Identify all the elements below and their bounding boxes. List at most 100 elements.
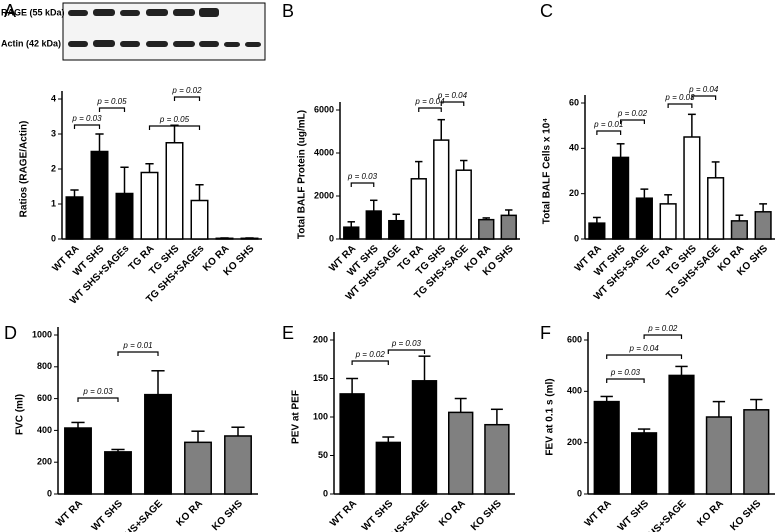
y-tick-label: 800 [37, 361, 52, 371]
significance-bracket [606, 354, 683, 359]
bar [659, 203, 677, 240]
p-value: p = 0.03 [71, 114, 102, 123]
bar [631, 432, 658, 495]
significance-bracket [387, 349, 426, 354]
y-axis-label: PEV at PEF [291, 390, 302, 444]
p-value: p = 0.02 [617, 109, 648, 118]
bar [224, 435, 252, 495]
y-tick-label: 2000 [314, 190, 334, 200]
x-tick-label: KO RA [695, 498, 726, 529]
bar [683, 136, 701, 240]
significance-bracket [73, 124, 101, 129]
x-tick-label: KO RA [437, 498, 468, 529]
y-tick-label: 0 [47, 488, 52, 498]
bar [588, 222, 606, 240]
significance-bracket [596, 130, 622, 135]
significance-bracket [98, 107, 126, 112]
y-tick-label: 600 [37, 393, 52, 403]
significance-bracket [620, 119, 645, 124]
significance-bracket [148, 125, 201, 130]
p-value: p = 0.03 [664, 93, 695, 102]
bar [240, 237, 259, 240]
x-tick-label: KO SHS [728, 498, 763, 532]
y-tick-label: 50 [318, 450, 328, 460]
bar [365, 210, 382, 240]
bar [65, 196, 84, 240]
significance-bracket [350, 182, 375, 187]
bar [343, 226, 360, 240]
p-value: p = 0.03 [610, 368, 641, 377]
bar [433, 139, 450, 240]
blot-label: RAGE (55 kDa) [1, 7, 65, 17]
y-tick-label: 200 [37, 457, 52, 467]
x-tick-label: KO SHS [469, 498, 504, 532]
p-value: p = 0.05 [96, 97, 127, 106]
y-tick-label: 0 [574, 233, 579, 243]
significance-bracket [173, 96, 201, 101]
p-value: p = 0.01 [593, 120, 623, 129]
x-tick-label: WT RA [54, 498, 85, 529]
panel-letter: B [282, 1, 294, 21]
p-value: p = 0.04 [437, 91, 468, 100]
bar [478, 218, 495, 240]
y-tick-label: 4 [51, 93, 56, 103]
bar [455, 169, 472, 240]
significance-bracket [606, 378, 645, 383]
y-tick-label: 0 [329, 233, 334, 243]
panel-letter: E [282, 323, 294, 343]
significance-bracket [667, 103, 693, 108]
panel-letter: A [4, 1, 16, 21]
bar [165, 142, 184, 240]
bar [612, 156, 630, 240]
bar [500, 214, 517, 240]
bar [730, 220, 748, 240]
significance-bracket [691, 95, 717, 100]
x-tick-label: KO RA [174, 498, 205, 529]
y-tick-label: 0 [51, 233, 56, 243]
bar [339, 393, 365, 495]
bar [668, 374, 695, 495]
y-tick-label: 2 [51, 163, 56, 173]
bar [743, 409, 770, 495]
p-value: p = 0.03 [82, 387, 113, 396]
bar [64, 427, 92, 495]
bar [410, 178, 427, 240]
y-tick-label: 0 [577, 488, 582, 498]
y-tick-label: 200 [313, 334, 328, 344]
blot-label: Actin (42 kDa) [1, 38, 61, 48]
panel-letter: C [540, 1, 553, 21]
bar [593, 400, 620, 495]
p-value: p = 0.04 [414, 97, 445, 106]
y-axis-label: Ratios (RAGE/Actin) [19, 121, 30, 218]
y-tick-label: 0 [323, 488, 328, 498]
x-tick-label: KO SHS [210, 498, 245, 532]
y-tick-label: 20 [569, 188, 579, 198]
p-value: p = 0.03 [391, 339, 422, 348]
p-value: p = 0.02 [171, 86, 202, 95]
y-tick-label: 3 [51, 128, 56, 138]
bar [484, 423, 510, 495]
blot-bands [68, 8, 261, 47]
significance-bracket [440, 101, 465, 106]
y-tick-label: 1000 [32, 329, 52, 339]
bar [190, 199, 209, 240]
bar [115, 192, 134, 240]
y-axis-label: Total BALF Cells x 10⁴ [542, 118, 553, 225]
x-tick-label: WT RA [328, 498, 359, 529]
y-tick-label: 150 [313, 373, 328, 383]
significance-bracket [418, 107, 442, 112]
bar [411, 380, 438, 495]
bar [448, 411, 474, 495]
p-value: p = 0.04 [629, 344, 660, 353]
y-tick-label: 40 [569, 143, 579, 153]
x-tick-label: WT SHS [616, 498, 652, 532]
bar [140, 171, 159, 240]
y-tick-label: 200 [567, 437, 582, 447]
bar [388, 219, 405, 240]
panel-letter: F [540, 323, 551, 343]
significance-bracket [117, 351, 159, 356]
y-tick-label: 4000 [314, 147, 334, 157]
significance-bracket [77, 397, 119, 402]
bar [104, 451, 132, 495]
